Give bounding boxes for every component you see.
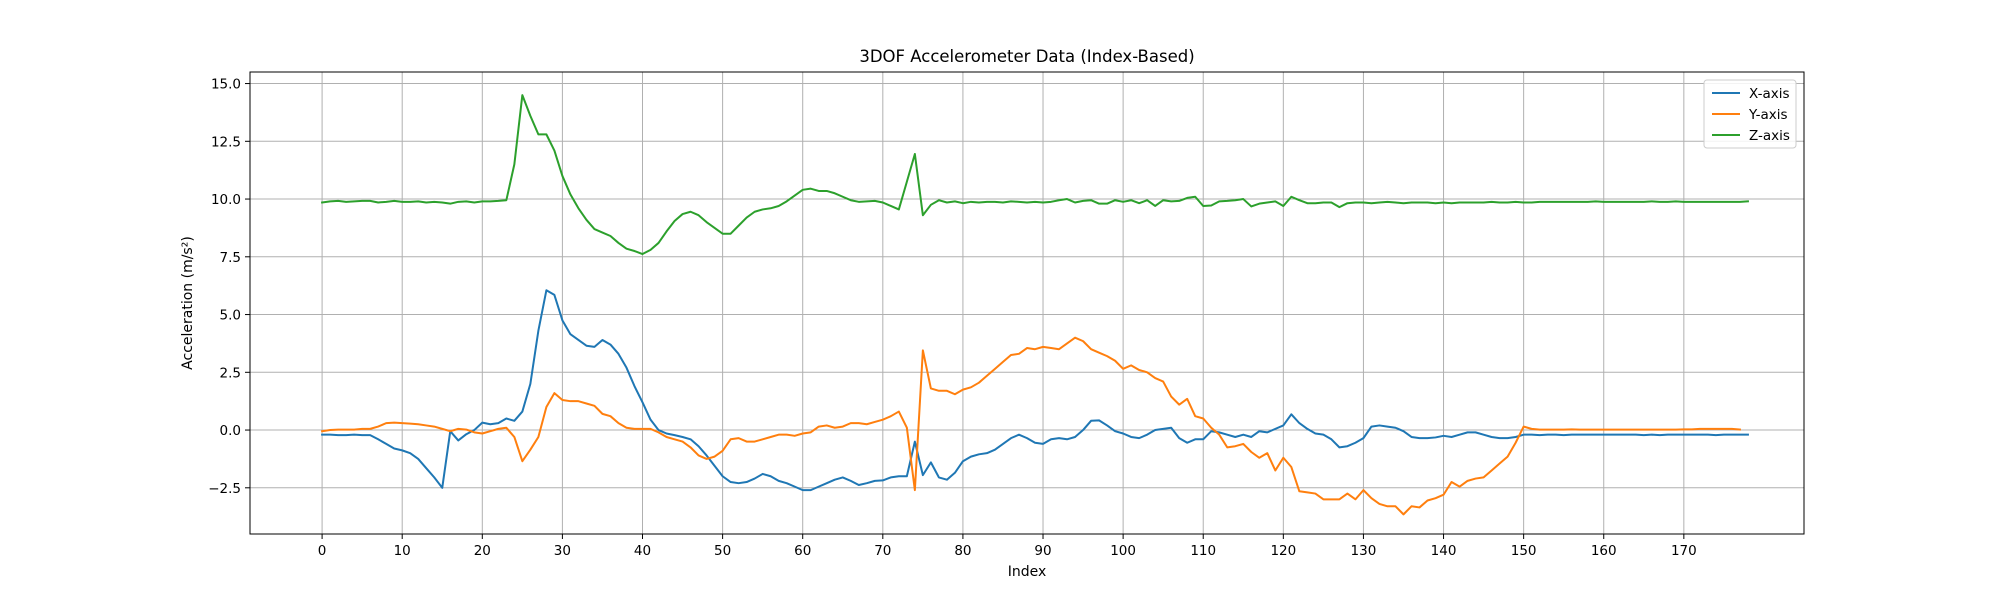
legend-label: X-axis: [1749, 86, 1790, 102]
x-tick-label: 120: [1270, 543, 1296, 559]
axis-ticks: 0 10 20 30 40 50 60 70 80 90 100 110 120 130 140 150 160…: [208, 77, 1697, 559]
x-tick-label: 160: [1591, 543, 1617, 559]
x-tick-label: 20: [474, 543, 491, 559]
legend-box: [1703, 79, 1797, 149]
chart-title: 3DOF Accelerometer Data (Index-Based): [859, 47, 1194, 66]
y-tick-label: 15.0: [211, 77, 241, 93]
x-tick-label: 140: [1431, 543, 1457, 559]
plot-frame: [249, 71, 1805, 535]
legend: X-axis Y-axis Z-axis: [1703, 79, 1797, 149]
x-tick-label: 90: [1034, 543, 1051, 559]
x-tick-label: 100: [1110, 543, 1136, 559]
x-tick-label: 10: [394, 543, 411, 559]
grid: [250, 72, 1804, 534]
x-tick-label: 170: [1671, 543, 1697, 559]
x-tick-label: 60: [794, 543, 811, 559]
y-tick-label: 10.0: [211, 192, 241, 208]
x-tick-label: 30: [554, 543, 571, 559]
y-tick-label: 7.5: [220, 250, 241, 266]
series-line-z-axis: [320, 94, 1749, 256]
series-line-y-axis: [320, 336, 1742, 516]
x-tick-label: 70: [874, 543, 891, 559]
x-tick-label: 40: [634, 543, 651, 559]
series-line-x-axis: [321, 289, 1749, 492]
x-tick-label: 50: [714, 543, 731, 559]
x-axis-label: Index: [1008, 564, 1047, 580]
y-tick-label: −2.5: [208, 481, 241, 497]
x-tick-label: 80: [954, 543, 971, 559]
y-axis-label: Acceleration (m/s²): [180, 236, 196, 370]
y-tick-label: 2.5: [220, 365, 241, 381]
x-tick-label: 0: [318, 543, 327, 559]
y-tick-label: 0.0: [220, 423, 241, 439]
x-tick-label: 110: [1190, 543, 1216, 559]
legend-label: Y-axis: [1748, 107, 1788, 123]
x-tick-label: 130: [1351, 543, 1377, 559]
y-tick-label: 12.5: [211, 134, 241, 150]
y-tick-label: 5.0: [220, 308, 241, 324]
legend-label: Z-axis: [1749, 128, 1790, 144]
x-tick-label: 150: [1511, 543, 1537, 559]
series-lines: [320, 94, 1749, 516]
